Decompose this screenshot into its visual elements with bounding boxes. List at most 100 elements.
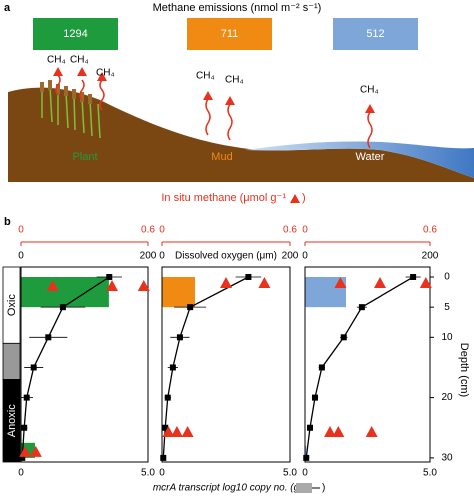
methane-point [19, 445, 32, 457]
emission-box [187, 18, 272, 50]
methane-point [334, 277, 347, 289]
oxygen-tick-label: 0 [302, 251, 308, 262]
oxygen-point [23, 394, 30, 401]
oxygen-tick-label: 0 [18, 251, 24, 262]
emission-value: 711 [221, 28, 239, 40]
oxygen-point [358, 304, 365, 311]
xlabel-close: ) [322, 483, 325, 494]
gas-label: CH₄ [360, 85, 379, 96]
gas-label: CH₄ [70, 55, 89, 66]
y-tick-label: 10 [441, 332, 453, 343]
bar [305, 445, 307, 458]
y-axis-label: Depth (cm) [458, 343, 470, 397]
x-tick-label: 5.0 [423, 468, 437, 479]
gas-label: CH₄ [196, 71, 215, 82]
x-tick-label: 5.0 [283, 468, 297, 479]
emissions-title: Methane emissions (nmol m⁻² s⁻¹) [153, 2, 322, 14]
x-tick-label: 0 [18, 468, 24, 479]
panel-letter: a [4, 2, 11, 14]
methane-point [258, 277, 271, 289]
emission-box [333, 18, 418, 50]
plot-frame [161, 266, 291, 463]
methane-point [162, 425, 175, 437]
methane-point [365, 425, 378, 437]
oxygen-point [160, 454, 167, 461]
oxygen-point [245, 274, 252, 281]
oxygen-tick-label: 0 [159, 251, 165, 262]
oxygen-point [176, 334, 183, 341]
gas-label: CH₄ [96, 68, 115, 79]
methane-point [374, 277, 386, 289]
oxygen-tick-label: 200 [140, 251, 157, 262]
oxygen-point [340, 334, 347, 341]
plot-frame [20, 266, 149, 463]
oxygen-point [410, 274, 417, 281]
zone-label: Oxic [6, 294, 18, 317]
methane-tick-label: 0.6 [283, 225, 297, 236]
methane-point [181, 425, 194, 437]
methane-label: ) [302, 192, 306, 204]
methane-tick-label: 0 [302, 225, 308, 236]
legend-swatch [296, 483, 312, 493]
methane-point [332, 425, 345, 437]
cattails [40, 80, 92, 104]
methane-point [137, 280, 150, 292]
gas-arrows [55, 74, 373, 149]
y-tick-label: 30 [441, 453, 453, 464]
methane-tick-label: 0 [18, 225, 24, 236]
oxygen-label: Dissolved oxygen (μm) [175, 251, 277, 262]
oxygen-tick-label: 200 [422, 251, 439, 262]
x-axis-label: mcrA transcript log10 copy no. (g [153, 483, 300, 494]
methane-symbol [290, 194, 300, 203]
bar [21, 277, 109, 308]
oxygen-point [312, 394, 318, 401]
y-tick-label: 20 [441, 392, 453, 403]
oxygen-tick-label: 200 [282, 251, 299, 262]
zone [2, 342, 21, 380]
methane-point [106, 280, 119, 292]
x-tick-label: 0 [302, 468, 308, 479]
methane-point [419, 277, 432, 289]
methane-point [29, 445, 42, 457]
arrow-heads [53, 67, 375, 113]
methane-tick-label: 0.6 [423, 225, 437, 236]
x-tick-label: 0 [159, 468, 165, 479]
site-label: Plant [72, 151, 97, 163]
oxygen-point [187, 304, 194, 311]
methane-point [324, 425, 336, 437]
emission-value: 1294 [63, 28, 87, 40]
gas-label: CH₄ [47, 55, 66, 66]
oxygen-point [30, 364, 37, 371]
methane-point [170, 425, 183, 437]
methane-tick-label: 0.6 [141, 225, 155, 236]
zone-label: Anoxic [6, 404, 18, 438]
methane-label: In situ methane (μmol g⁻¹ [161, 192, 286, 204]
land [8, 87, 474, 182]
site-label: Water [356, 151, 385, 163]
oxygen-point [162, 424, 169, 431]
oxygen-point [303, 454, 310, 461]
methane-point [220, 277, 232, 289]
x-tick-label: 5.0 [141, 468, 155, 479]
oxygen-point [19, 454, 26, 461]
y-tick-label: 0 [444, 272, 450, 283]
oxygen-point [307, 424, 313, 431]
water [245, 141, 474, 178]
methane-tick-label: 0 [159, 225, 165, 236]
zone [2, 379, 21, 463]
emission-value: 512 [366, 28, 384, 40]
panel-letter: b [4, 216, 11, 228]
oxygen-point [106, 274, 113, 281]
oxygen-point [164, 394, 171, 401]
y-tick-label: 5 [444, 302, 450, 313]
bar [162, 277, 196, 308]
plants [41, 85, 101, 139]
oxygen-point [318, 364, 325, 371]
oxygen-point [169, 364, 176, 371]
plot-frame [304, 266, 431, 463]
oxygen-point [45, 334, 52, 341]
emission-box [33, 18, 118, 50]
gas-label: CH₄ [225, 75, 244, 86]
site-label: Mud [211, 151, 232, 163]
